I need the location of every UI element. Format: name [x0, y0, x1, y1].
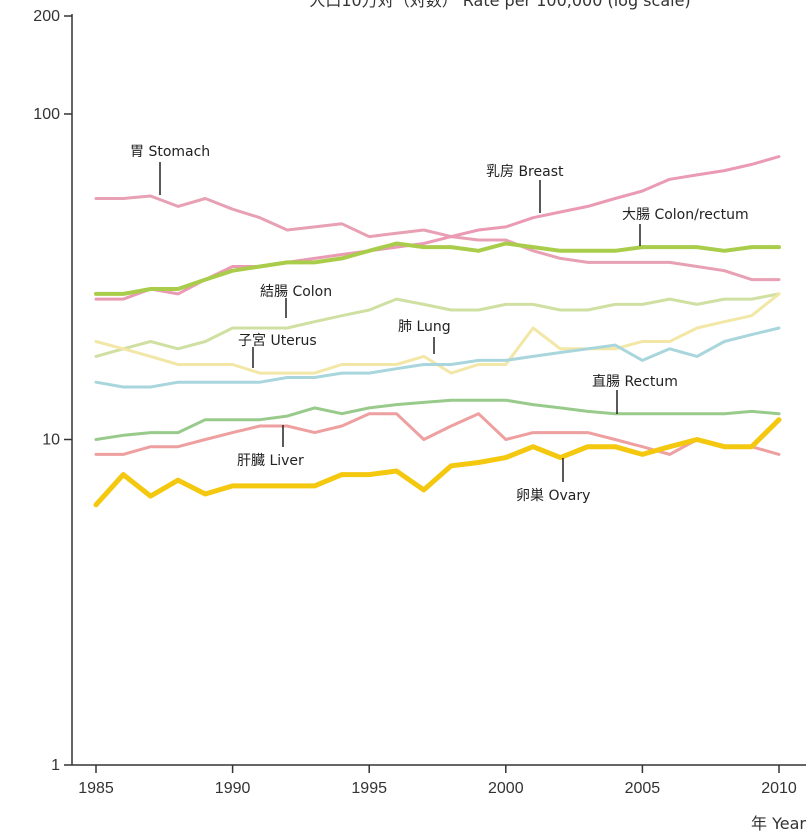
series-line-8 — [93, 417, 782, 508]
x-tick-label-1995: 1995 — [351, 780, 387, 797]
y-tick-label-200: 200 — [33, 8, 60, 25]
stomach-label: 胃 Stomach — [130, 144, 210, 160]
axes — [71, 14, 806, 766]
x-tick-label-1985: 1985 — [78, 780, 114, 797]
breast-label: 乳房 Breast — [486, 164, 564, 180]
series-line-5 — [94, 326, 781, 389]
ovary-label: 卵巣 Ovary — [516, 488, 590, 504]
colon-rectum-label: 大腸 Colon/rectum — [622, 207, 749, 223]
liver-label: 肝臓 Liver — [237, 453, 304, 469]
series-line-6 — [94, 398, 781, 441]
rectum-label: 直腸 Rectum — [592, 373, 678, 390]
y-tick-label-1: 1 — [51, 757, 60, 774]
x-tick-label-2010: 2010 — [761, 780, 797, 797]
x-tick-label-2000: 2000 — [488, 780, 524, 797]
x-ticks: 1985 1990 1995 2000 2005 2010 — [78, 765, 797, 797]
series-lines — [93, 155, 782, 508]
series-line-1 — [94, 155, 781, 301]
series-labels: 胃 Stomach 乳房 Breast 大腸 Colon/rectum 結腸 C… — [130, 144, 749, 504]
series-line-0 — [94, 194, 781, 282]
chart-title: 人口10万対（対数） Rate per 100,000 (log scale) — [309, 0, 690, 10]
x-tick-label-2005: 2005 — [625, 780, 661, 797]
uterus-label: 子宮 Uterus — [238, 333, 317, 349]
y-tick-label-100: 100 — [33, 106, 60, 123]
lung-label: 肺 Lung — [398, 319, 451, 335]
colon-label: 結腸 Colon — [260, 284, 332, 300]
x-axis-title: 年 Year — [751, 814, 806, 833]
y-ticks: 1 10 100 200 — [33, 8, 72, 774]
series-line-7 — [94, 412, 781, 456]
x-tick-label-1990: 1990 — [215, 780, 251, 797]
y-tick-label-10: 10 — [42, 431, 60, 448]
series-line-2 — [94, 241, 781, 296]
series-line-3 — [94, 292, 781, 358]
